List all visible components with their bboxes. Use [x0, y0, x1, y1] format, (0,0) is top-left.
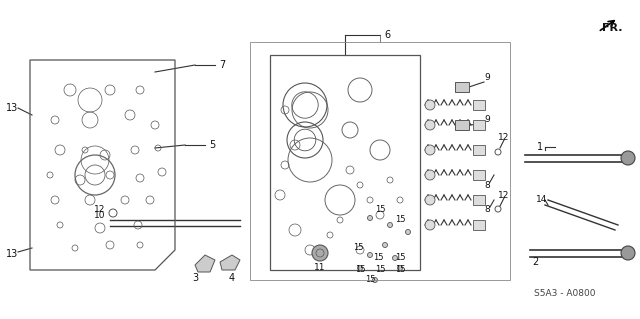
Circle shape — [425, 145, 435, 155]
Text: 15: 15 — [375, 205, 385, 214]
Circle shape — [425, 100, 435, 110]
Polygon shape — [195, 255, 215, 272]
Bar — [455, 82, 469, 92]
Circle shape — [621, 246, 635, 260]
Circle shape — [425, 120, 435, 130]
Text: 6: 6 — [384, 30, 390, 40]
Text: 15: 15 — [395, 254, 405, 263]
Circle shape — [406, 229, 410, 234]
Circle shape — [425, 195, 435, 205]
Text: 12: 12 — [499, 190, 509, 199]
Circle shape — [392, 256, 397, 261]
Text: 15: 15 — [372, 254, 383, 263]
Text: 15: 15 — [395, 216, 405, 225]
Bar — [473, 145, 485, 155]
Text: 15: 15 — [395, 265, 405, 275]
Text: 13: 13 — [6, 249, 18, 259]
Text: 3: 3 — [192, 273, 198, 283]
Text: 1: 1 — [537, 142, 543, 152]
Circle shape — [397, 265, 403, 271]
Circle shape — [367, 216, 372, 220]
Circle shape — [312, 245, 328, 261]
Bar — [473, 195, 485, 205]
Circle shape — [367, 253, 372, 257]
Text: 7: 7 — [219, 60, 225, 70]
Text: 14: 14 — [536, 196, 548, 204]
Circle shape — [387, 222, 392, 227]
Text: 8: 8 — [484, 181, 490, 189]
Text: 11: 11 — [314, 263, 326, 272]
Bar — [473, 170, 485, 180]
Text: S5A3 - A0800: S5A3 - A0800 — [534, 290, 596, 299]
Circle shape — [425, 220, 435, 230]
Text: 9: 9 — [484, 115, 490, 124]
Bar — [455, 120, 469, 130]
Circle shape — [383, 242, 387, 248]
Text: 15: 15 — [365, 276, 375, 285]
Bar — [473, 100, 485, 110]
Text: 4: 4 — [229, 273, 235, 283]
Circle shape — [358, 265, 362, 271]
Text: 15: 15 — [353, 243, 364, 253]
Text: 12: 12 — [499, 133, 509, 143]
Text: 15: 15 — [375, 265, 385, 275]
Bar — [473, 220, 485, 230]
Text: 12: 12 — [94, 205, 106, 214]
Text: 9: 9 — [484, 73, 490, 83]
Text: 8: 8 — [484, 205, 490, 214]
Bar — [473, 120, 485, 130]
Text: 10: 10 — [94, 211, 106, 219]
Text: FR.: FR. — [602, 23, 623, 33]
Circle shape — [425, 170, 435, 180]
Text: 15: 15 — [355, 265, 365, 275]
Text: 2: 2 — [532, 257, 538, 267]
Text: 5: 5 — [209, 140, 215, 150]
Circle shape — [372, 278, 378, 283]
Circle shape — [621, 151, 635, 165]
Text: 13: 13 — [6, 103, 18, 113]
Polygon shape — [220, 255, 240, 270]
